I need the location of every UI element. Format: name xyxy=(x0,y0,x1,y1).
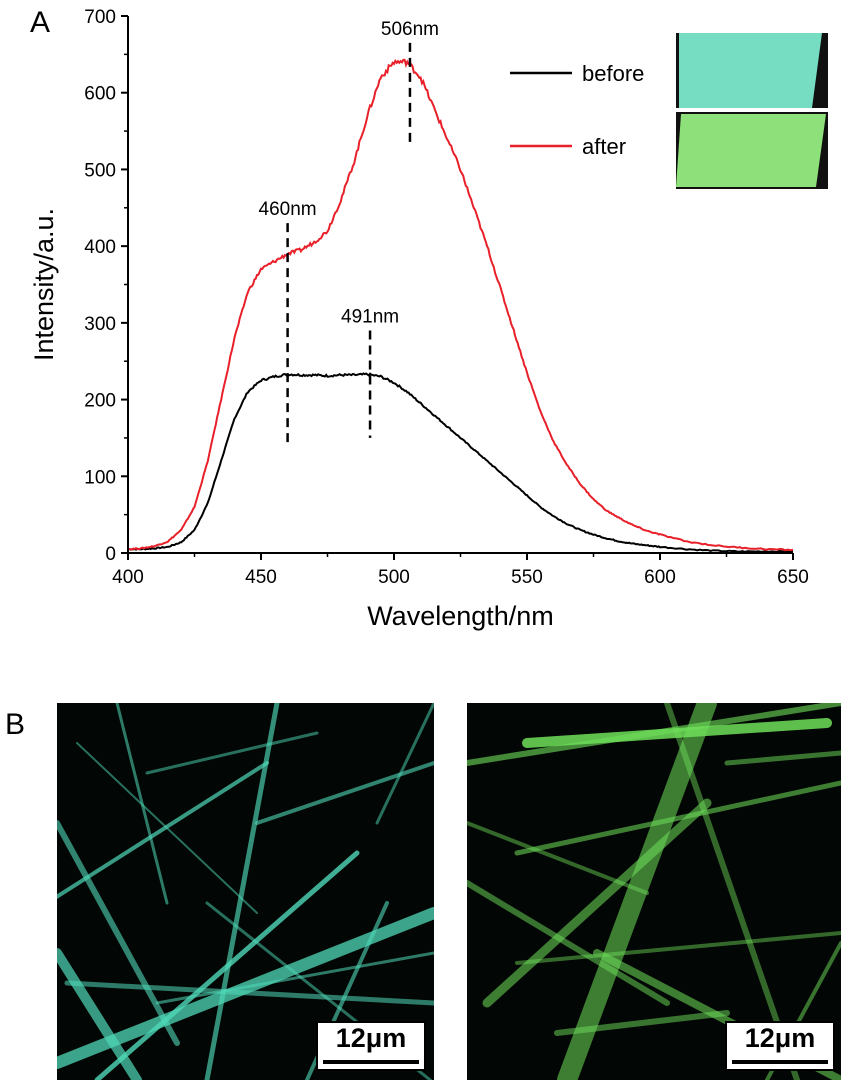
before-fiber xyxy=(145,731,319,775)
after-fiber xyxy=(515,931,841,965)
y-tick-label-200: 200 xyxy=(84,391,116,412)
scale-bar-before xyxy=(323,1060,419,1064)
micrograph-after: 12μm xyxy=(467,703,841,1080)
y-tick-label-500: 500 xyxy=(84,160,116,181)
y-axis-title: Intensity/a.u. xyxy=(29,208,59,361)
before-fiber xyxy=(57,820,180,1046)
y-tick-label-600: 600 xyxy=(84,84,116,105)
y-tick-label-400: 400 xyxy=(84,237,116,258)
scale-bar-after xyxy=(732,1060,828,1064)
before-fiber xyxy=(57,761,269,900)
after-fiber xyxy=(467,703,841,766)
peak-label-491: 491nm xyxy=(341,307,399,328)
before-fiber xyxy=(76,742,258,914)
micrograph-before-fibers xyxy=(57,703,434,1080)
y-tick-label-300: 300 xyxy=(84,314,116,335)
x-tick-label-450: 450 xyxy=(245,567,277,588)
after-fiber xyxy=(557,703,717,1080)
panel-label-b: B xyxy=(5,708,26,741)
legend-label-after: after xyxy=(582,134,626,159)
y-tick-label-100: 100 xyxy=(84,467,116,488)
after-fiber xyxy=(482,798,712,1008)
before-fiber xyxy=(64,980,434,1006)
series-line-before xyxy=(127,372,794,554)
peak-label-460: 460nm xyxy=(259,199,317,220)
after-fiber xyxy=(514,780,841,856)
legend-label-before: before xyxy=(582,61,644,86)
micrograph-before: 12μm xyxy=(57,703,434,1080)
inset-before-film xyxy=(679,33,822,108)
before-fiber xyxy=(155,951,434,1005)
x-axis-title: Wavelength/nm xyxy=(367,601,554,631)
after-fiber xyxy=(467,821,649,895)
x-tick-label-500: 500 xyxy=(378,567,410,588)
y-tick-label-700: 700 xyxy=(84,7,116,28)
inset-after-film xyxy=(676,114,826,187)
after-fiber xyxy=(554,1010,730,1036)
before-fiber xyxy=(115,703,169,905)
before-fiber xyxy=(57,948,142,1080)
inset-divider xyxy=(676,108,828,112)
x-tick-label-550: 550 xyxy=(511,567,543,588)
before-fiber xyxy=(255,761,434,825)
x-tick-label-400: 400 xyxy=(112,567,144,588)
x-tick-label-650: 650 xyxy=(777,567,809,588)
after-fiber xyxy=(522,718,832,748)
after-fiber xyxy=(724,750,841,766)
series-line-after xyxy=(127,58,794,552)
after-fiber xyxy=(664,703,800,1080)
x-tick-label-600: 600 xyxy=(644,567,676,588)
peak-label-506: 506nm xyxy=(381,19,439,40)
micrograph-after-fibers xyxy=(467,703,841,1080)
y-tick-label-0: 0 xyxy=(105,544,116,565)
panel-label-a: A xyxy=(30,6,51,39)
before-fiber xyxy=(204,703,280,1080)
after-fiber xyxy=(467,880,670,1006)
before-fiber xyxy=(375,703,434,825)
spectrum-chart: 400 450 500 550 600 650 0 100 200 300 400 500 600 700… xyxy=(29,7,828,631)
